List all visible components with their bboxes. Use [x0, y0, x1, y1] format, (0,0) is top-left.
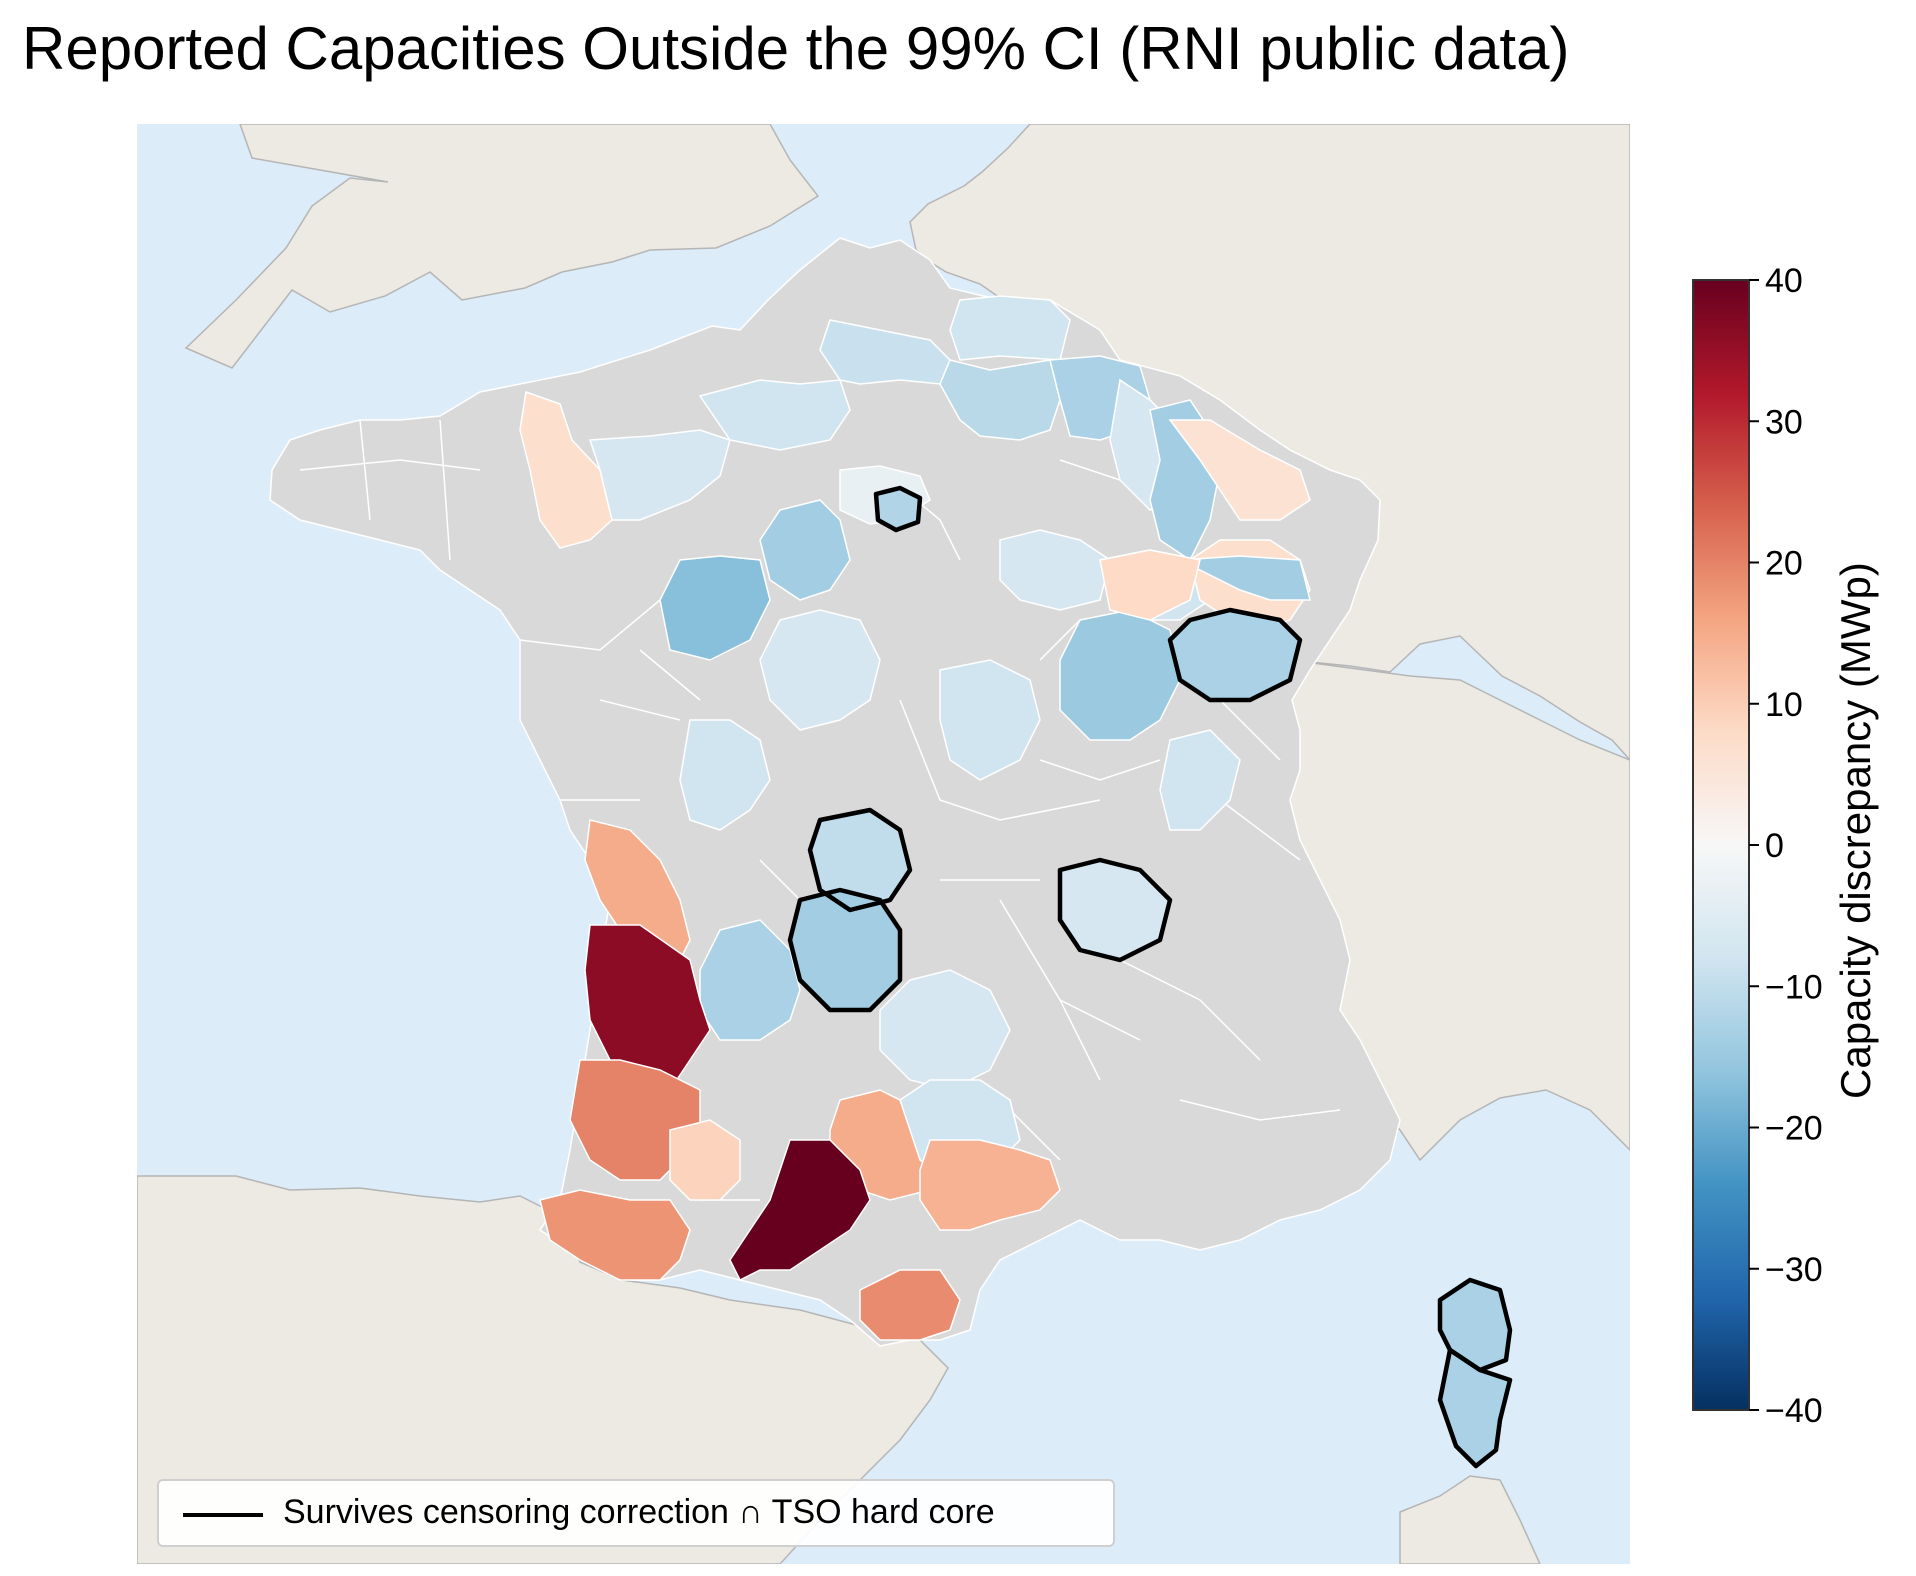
department-region — [588, 429, 731, 521]
department-region — [949, 295, 1071, 361]
colorbar-tick-label: 20 — [1765, 545, 1803, 583]
department-region — [859, 1269, 961, 1341]
department-region — [659, 555, 771, 661]
department-region — [1099, 549, 1201, 621]
department-region — [698, 379, 851, 451]
department-region — [729, 1139, 871, 1282]
department-boundary — [519, 599, 661, 651]
department-boundary — [1219, 799, 1301, 861]
colorbar-gradient — [1692, 279, 1750, 1411]
department-boundary — [759, 859, 801, 901]
highlighted-region-outline — [1167, 607, 1303, 703]
map-panel — [137, 124, 1630, 1564]
department-boundary — [1219, 699, 1281, 761]
department-boundary — [359, 419, 371, 521]
department-boundary — [1059, 999, 1141, 1041]
legend-label: Survives censoring correction ∩ TSO hard… — [283, 1493, 995, 1531]
department-boundary — [899, 699, 1101, 821]
department-region — [1159, 729, 1241, 831]
colorbar-ticks: 40 30 20 10 0 −10 −20 −30 −40 — [1749, 262, 1823, 1430]
colorbar-tick-label: 0 — [1765, 827, 1784, 865]
map-title: Reported Capacities Outside the 99% CI (… — [22, 15, 1570, 82]
department-region — [939, 359, 1061, 441]
department-boundaries — [299, 419, 1341, 1201]
colorbar: 40 30 20 10 0 −10 −20 −30 −40 — [1692, 262, 1823, 1430]
department-boundary — [1039, 619, 1081, 661]
land-great-britain — [184, 124, 820, 369]
colorbar-tick-label: 10 — [1765, 686, 1803, 724]
highlighted-region-outline — [1437, 1277, 1513, 1373]
colorbar-tick-label: 40 — [1765, 262, 1803, 300]
colorbar-tick-label: −30 — [1765, 1251, 1823, 1289]
highlighted-region-outline — [807, 807, 913, 913]
colorbar-tick-label: −10 — [1765, 968, 1823, 1006]
department-region — [919, 1139, 1061, 1231]
colorbar-label: Capacity discrepancy (MWp) — [1832, 562, 1879, 1099]
department-region — [519, 390, 613, 549]
highlighted-region-outline — [1057, 857, 1173, 963]
department-region — [819, 319, 951, 385]
department-boundary — [1059, 459, 1121, 481]
colorbar-tick-label: −20 — [1765, 1110, 1823, 1148]
department-region — [939, 659, 1041, 781]
department-region — [1177, 555, 1311, 601]
department-region — [679, 719, 771, 831]
department-boundary — [1119, 959, 1261, 1061]
department-boundary — [299, 459, 481, 471]
department-region — [584, 924, 711, 1091]
department-region — [999, 529, 1111, 611]
department-region — [759, 609, 881, 731]
department-boundary — [1179, 1099, 1341, 1121]
department-boundary — [439, 419, 451, 561]
colorbar-tick-label: −40 — [1765, 1392, 1823, 1430]
colorbar-tick-label: 30 — [1765, 403, 1803, 441]
department-region — [539, 1189, 691, 1281]
map-legend: Survives censoring correction ∩ TSO hard… — [157, 1479, 1115, 1547]
highlighted-region-outline — [873, 485, 923, 533]
department-boundary — [1039, 759, 1161, 781]
department-region — [699, 919, 801, 1041]
department-region — [669, 1119, 741, 1201]
highlighted-region-outline — [1437, 1347, 1513, 1469]
highlighted-region-outline — [787, 887, 903, 1013]
departments-layer — [269, 237, 1513, 1469]
department-region — [759, 499, 851, 601]
department-region — [1168, 419, 1311, 521]
department-boundary — [599, 699, 681, 721]
legend-line-swatch — [183, 1513, 263, 1517]
department-boundary — [639, 649, 701, 701]
land-sardinia-edge — [1399, 1475, 1541, 1564]
